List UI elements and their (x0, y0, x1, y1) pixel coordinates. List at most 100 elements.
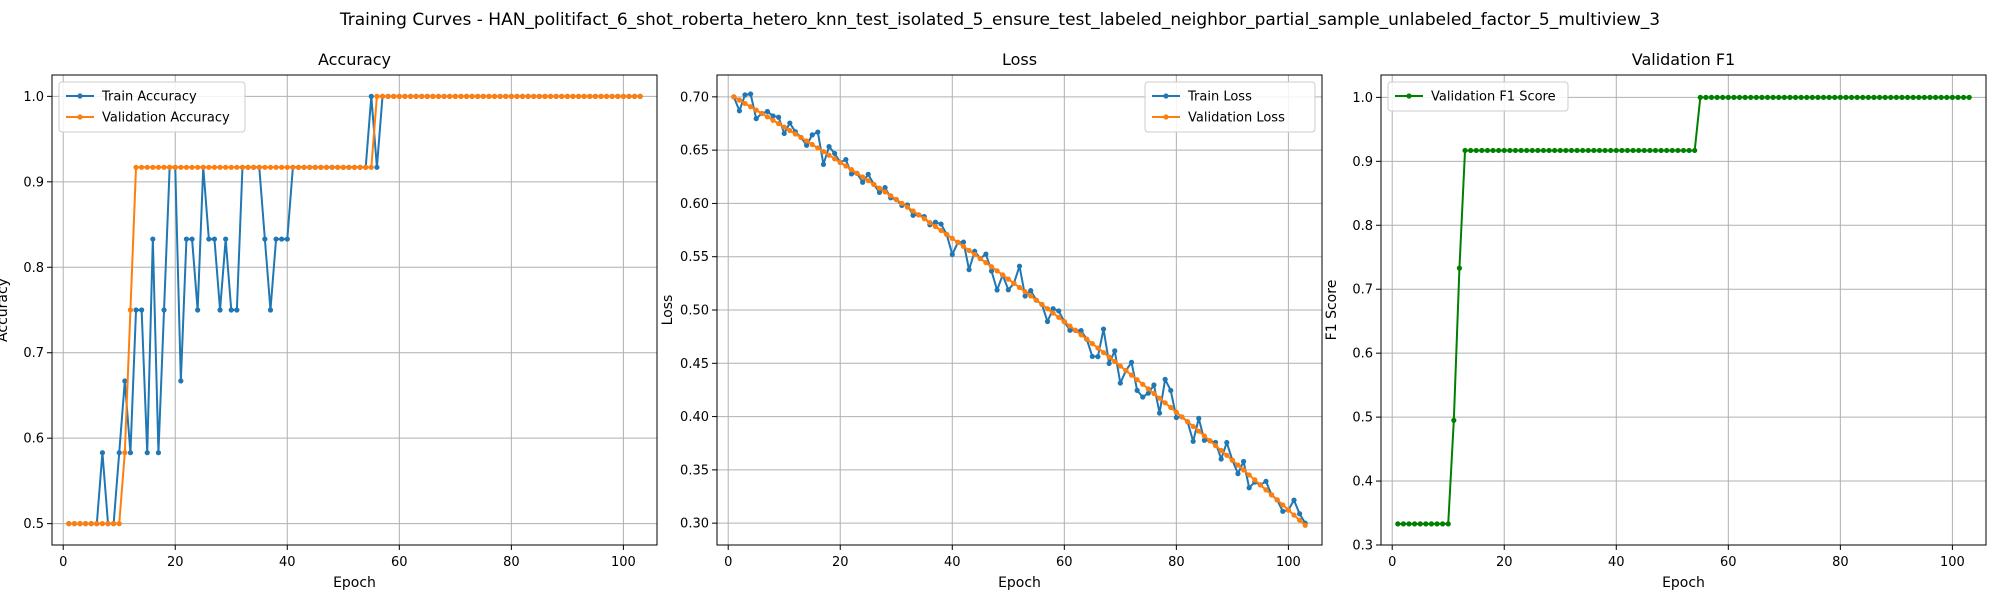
data-point (1117, 380, 1123, 386)
data-point (1574, 147, 1580, 154)
legend: Train Accuracy Validation Accuracy (58, 81, 246, 133)
y-tick-label: 0.5 (1352, 411, 1373, 426)
data-point (764, 114, 771, 120)
data-point (1412, 521, 1418, 527)
data-point (542, 93, 548, 99)
x-tick-label: 80 (1168, 555, 1185, 570)
data-point (759, 110, 765, 117)
data-point (1291, 512, 1297, 518)
data-point (1759, 94, 1765, 100)
data-point (742, 92, 748, 98)
data-point (1899, 94, 1905, 100)
data-point (972, 251, 978, 258)
x-axis-label: Epoch (333, 575, 376, 591)
data-point (1770, 94, 1776, 100)
data-point (1280, 502, 1286, 508)
series-line-1 (68, 95, 641, 525)
data-point (1274, 497, 1280, 503)
data-point (1235, 462, 1241, 468)
chart-panel-2: 0 20 40 60 80 100 0.30 0.35 0.40 0.45 0.50 0.55 0.60… (660, 50, 1323, 591)
data-point (1417, 521, 1423, 527)
data-point (223, 236, 229, 242)
data-point (1156, 395, 1163, 401)
data-point (1229, 457, 1235, 463)
y-tick-label: 0.8 (23, 261, 44, 276)
data-point (882, 189, 888, 195)
chart-panel-1: 0 20 40 60 80 100 0.5 0.6 0.7 0.8 0.9 1.0 Accuracy Ep… (0, 50, 658, 591)
data-point (469, 93, 475, 99)
x-tick-label: 80 (1832, 555, 1849, 570)
data-point (1776, 94, 1782, 100)
data-point (1095, 354, 1101, 360)
x-tick-label: 20 (167, 555, 184, 570)
data-point (127, 307, 134, 313)
chart-panel-3: 0 20 40 60 80 100 0.3 0.4 0.5 0.6 0.7 0.8 0.9 1.0 Vali… (1324, 50, 1987, 591)
y-tick-label: 0.3 (1352, 539, 1373, 554)
data-point (183, 164, 190, 170)
data-point (1145, 386, 1151, 392)
data-point (1184, 419, 1191, 425)
data-point (1787, 94, 1793, 100)
y-tick-label: 1.0 (23, 90, 44, 105)
data-point (1753, 94, 1759, 100)
x-tick-label: 20 (832, 555, 849, 570)
axes-frame (51, 74, 658, 546)
data-point (860, 179, 866, 185)
data-point (1005, 287, 1011, 293)
data-point (1910, 94, 1916, 100)
data-point (910, 212, 916, 218)
data-point (559, 93, 565, 99)
data-point (798, 134, 804, 141)
data-point (1296, 511, 1303, 517)
data-point (949, 235, 955, 242)
data-point (71, 521, 78, 527)
data-point (1703, 94, 1709, 100)
legend-entry: Validation F1 Score (1431, 90, 1556, 105)
y-tick-label: 0.4 (1352, 475, 1373, 490)
data-point (1496, 147, 1502, 154)
data-point (809, 132, 815, 138)
data-point (536, 93, 542, 99)
data-point (848, 171, 855, 177)
chart-title: Loss (1002, 50, 1037, 69)
data-point (1106, 360, 1112, 367)
data-point (1736, 94, 1743, 100)
data-point (899, 200, 905, 206)
data-point (1044, 318, 1051, 325)
data-point (435, 93, 442, 99)
data-point (1742, 94, 1748, 100)
x-tick-label: 20 (1496, 555, 1513, 570)
data-point (960, 243, 967, 250)
data-point (256, 164, 262, 170)
data-point (133, 307, 139, 313)
data-point (1196, 428, 1202, 434)
data-point (284, 236, 290, 242)
data-point (587, 93, 593, 99)
data-point (1546, 147, 1552, 154)
data-point (262, 164, 268, 170)
x-tick-label: 0 (724, 555, 732, 570)
data-point (988, 268, 995, 274)
data-point (1904, 94, 1911, 100)
data-point (1173, 414, 1179, 421)
data-point (1106, 354, 1112, 360)
data-point (1664, 147, 1670, 154)
data-point (503, 93, 509, 99)
legend-box (1144, 81, 1316, 133)
data-point (407, 93, 414, 99)
data-point (1112, 348, 1118, 354)
legend-entry: Validation Accuracy (102, 111, 230, 126)
data-point (329, 164, 335, 170)
data-point (1563, 147, 1569, 154)
data-point (1921, 94, 1927, 100)
data-point (183, 236, 190, 242)
data-point (820, 148, 827, 155)
data-point (1916, 94, 1922, 100)
data-point (1826, 94, 1832, 100)
data-point (167, 164, 173, 170)
data-point (1112, 358, 1118, 365)
data-point (1100, 349, 1107, 356)
data-point (1128, 372, 1135, 378)
y-tick-label: 0.60 (680, 197, 709, 212)
data-point (615, 93, 621, 99)
